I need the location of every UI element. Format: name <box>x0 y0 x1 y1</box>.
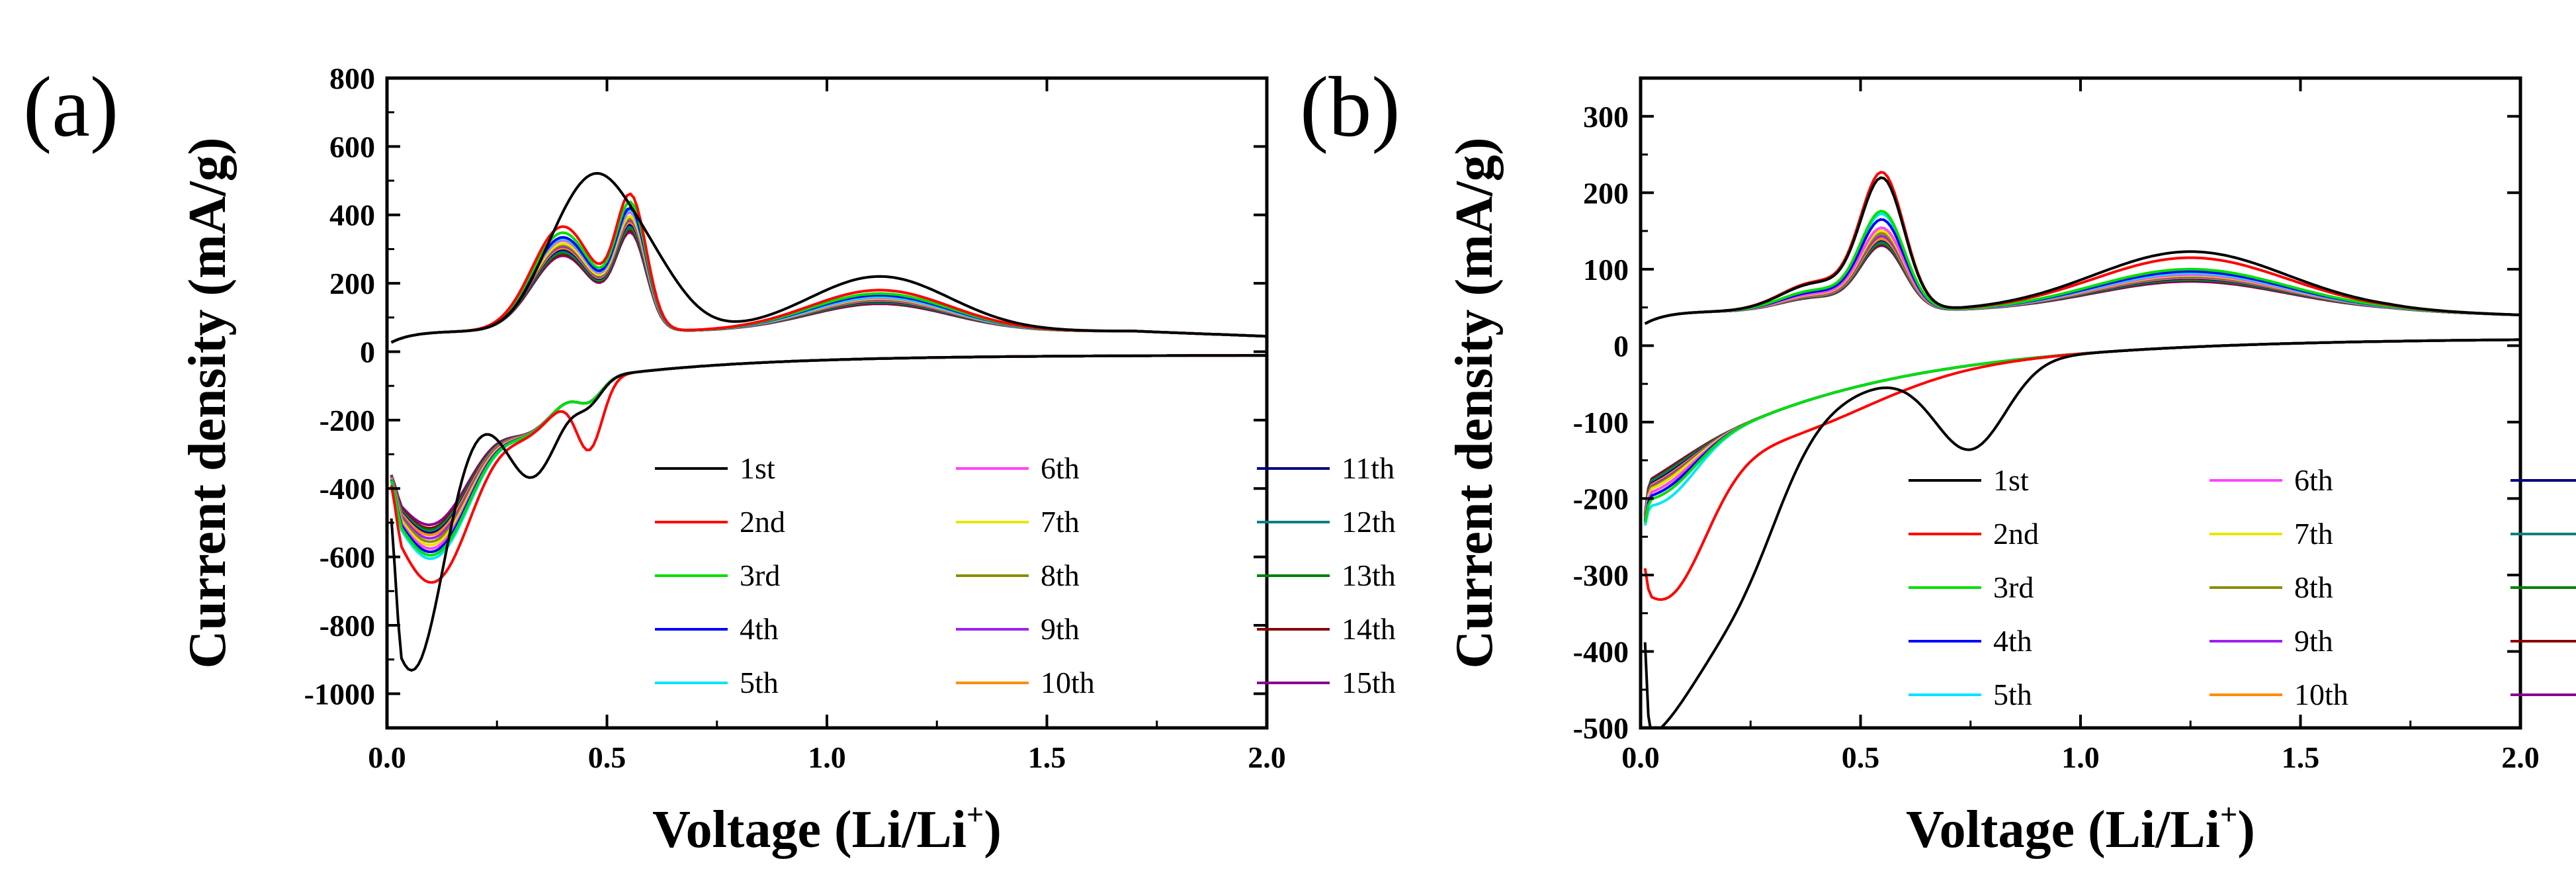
legend-label-11th: 11th <box>1342 451 1395 485</box>
legend-label-3rd: 3rd <box>1993 570 2034 604</box>
x-tick-label: 1.0 <box>2061 740 2100 774</box>
legend-label-14th: 14th <box>1342 612 1396 646</box>
chart-panel-a: (a) 0.0 0.5 1.0 1.5 2.0 -1000 -800 -600 -400 -200 0… <box>23 60 1396 859</box>
y-tick-label: -400 <box>1573 635 1629 668</box>
series-line-12th <box>390 224 1267 533</box>
panel-label: (b) <box>1300 60 1400 155</box>
series-line-3rd <box>390 200 1267 557</box>
series-line-13th <box>390 226 1267 531</box>
y-tick-label: 200 <box>329 267 375 300</box>
x-tick-label: 0.5 <box>588 740 626 774</box>
x-axis-label: Voltage (Li/Li+) <box>1906 797 2255 859</box>
legend-label-4th: 4th <box>1993 624 2032 658</box>
legend-label-12th: 12th <box>1342 505 1396 539</box>
series-line-14th <box>1643 243 2520 515</box>
legend-label-6th: 6th <box>1041 451 1080 485</box>
series-line-5th <box>390 208 1267 560</box>
series-line-6th <box>390 210 1267 550</box>
legend-label-7th: 7th <box>2294 517 2333 551</box>
chart-panel-b: (b) 0.0 0.5 1.0 1.5 2.0 -500 -400 -300 -200 -100 0 1… <box>1300 60 2576 859</box>
series-line-8th <box>390 216 1267 543</box>
x-tick-label: 1.5 <box>2282 740 2320 774</box>
series-line-15th <box>390 230 1267 527</box>
y-tick-label: -100 <box>1573 406 1629 439</box>
y-tick-label: 600 <box>329 130 375 163</box>
y-tick-label: -600 <box>320 541 375 574</box>
legend: 1st 2nd 3rd 4th 5th 6th 7th 8th 9th 10th 11th 12th 1… <box>655 451 1396 699</box>
series-line-3rd <box>1643 210 2520 523</box>
series-line-2nd <box>390 192 1267 584</box>
legend-label-13th: 13th <box>1342 558 1396 592</box>
series-line-2nd <box>1643 171 2520 601</box>
y-tick-label: -500 <box>1573 711 1629 745</box>
series-line-4th <box>390 206 1267 553</box>
x-tick-label: 0.0 <box>368 740 406 774</box>
y-tick-label: 0 <box>1613 329 1629 363</box>
x-tick-label: 0.0 <box>1621 740 1660 774</box>
series-line-6th <box>1643 226 2520 520</box>
legend: 1st2nd3rd4th5th6th7th8th9th10th11th12th1… <box>1909 463 2576 711</box>
series-line-7th <box>1643 229 2520 519</box>
legend-label-2nd: 2nd <box>1993 517 2039 551</box>
series-line-9th <box>390 218 1267 540</box>
legend-label-10th: 10th <box>1041 666 1095 699</box>
series-group <box>390 171 1267 672</box>
legend-label-8th: 8th <box>1041 558 1080 592</box>
legend-label-4th: 4th <box>740 612 779 646</box>
y-tick-label: -200 <box>320 404 375 437</box>
y-tick-label: -200 <box>1573 482 1629 515</box>
series-line-13th <box>1643 242 2520 515</box>
plot-frame <box>385 76 1269 730</box>
x-tick-label: 2.0 <box>2501 740 2540 774</box>
y-tick-label: 800 <box>329 62 375 95</box>
legend-label-9th: 9th <box>1041 612 1080 646</box>
legend-label-7th: 7th <box>1041 505 1080 539</box>
y-tick-label: 200 <box>1583 176 1629 210</box>
series-line-4th <box>1643 218 2520 521</box>
legend-label-3rd: 3rd <box>740 558 780 592</box>
panel-label: (a) <box>23 60 118 155</box>
legend-label-6th: 6th <box>2294 463 2333 497</box>
legend-label-1st: 1st <box>740 451 775 485</box>
series-line-1st <box>1643 176 2520 728</box>
x-tick-label: 1.5 <box>1028 740 1066 774</box>
y-tick-label: 400 <box>329 199 375 232</box>
series-line-5th <box>1643 212 2520 526</box>
legend-label-2nd: 2nd <box>740 505 785 539</box>
y-tick-label: -800 <box>320 609 375 643</box>
series-line-14th <box>390 228 1267 530</box>
x-tick-label: 2.0 <box>1248 740 1286 774</box>
plot-frame <box>1639 76 2522 730</box>
y-tick-label: -300 <box>1573 558 1629 592</box>
x-axis-label: Voltage (Li/Li+) <box>652 797 1002 859</box>
series-line-15th <box>1643 244 2520 514</box>
y-tick-label: 100 <box>1583 253 1629 287</box>
legend-label-10th: 10th <box>2294 678 2348 711</box>
series-line-10th <box>390 220 1267 537</box>
series-group <box>1643 171 2520 728</box>
legend-label-8th: 8th <box>2294 570 2333 604</box>
y-tick-label: 0 <box>360 335 375 369</box>
x-tick-label: 1.0 <box>808 740 846 774</box>
y-axis-label: Current density (mA/g) <box>179 138 237 669</box>
series-line-11th <box>390 222 1267 535</box>
legend-label-1st: 1st <box>1993 463 2029 497</box>
y-tick-label: -400 <box>320 472 375 506</box>
y-tick-label: -1000 <box>304 677 375 711</box>
series-line-7th <box>390 214 1267 547</box>
series-line-1st <box>390 171 1267 672</box>
y-tick-label: 300 <box>1583 100 1629 134</box>
legend-label-5th: 5th <box>1993 678 2032 711</box>
x-tick-label: 0.5 <box>1842 740 1880 774</box>
series-line-8th <box>1643 232 2520 518</box>
legend-label-5th: 5th <box>740 666 779 699</box>
legend-label-9th: 9th <box>2294 624 2333 658</box>
legend-label-15th: 15th <box>1342 666 1396 699</box>
y-axis-label: Current density (mA/g) <box>1445 138 1504 669</box>
